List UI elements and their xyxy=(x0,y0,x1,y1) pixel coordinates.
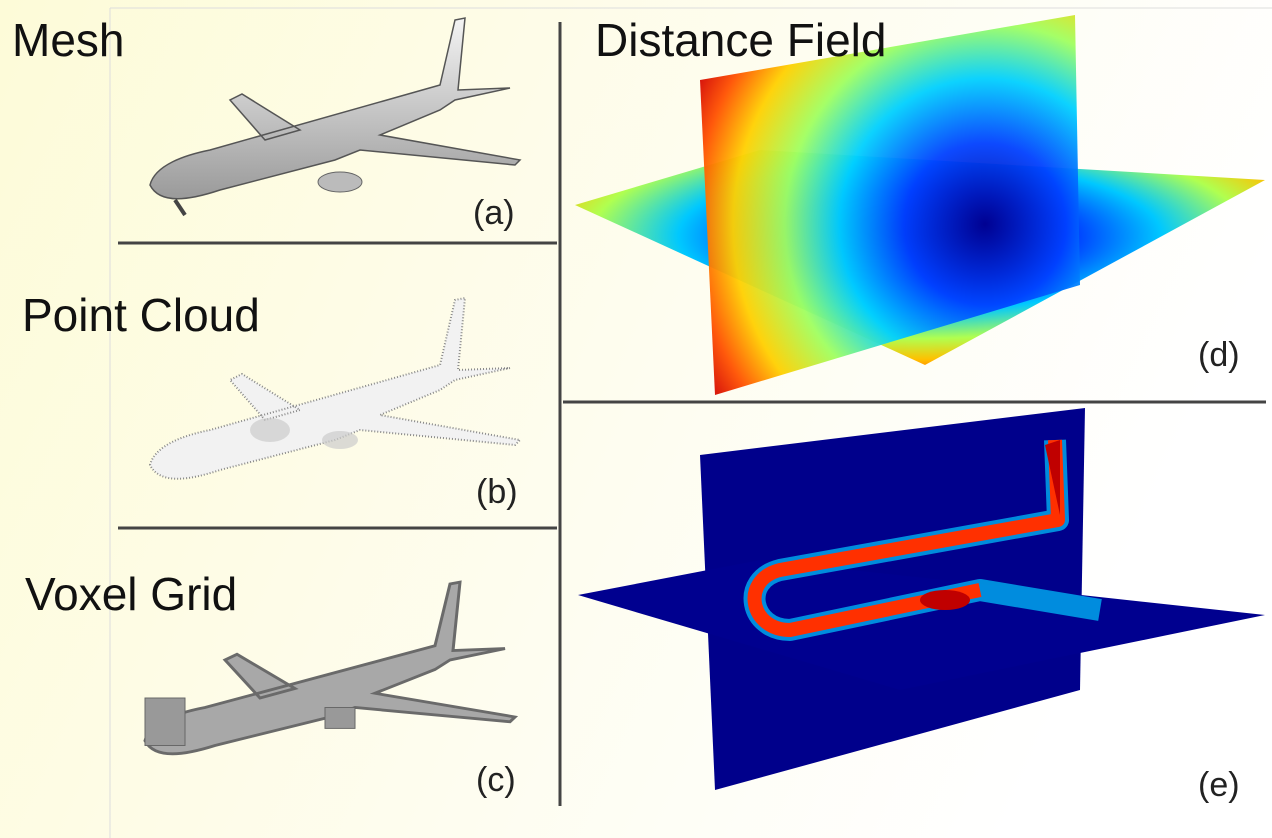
panel-title: Mesh xyxy=(12,14,124,66)
panel-tag: (b) xyxy=(476,473,518,511)
panel-title: Point Cloud xyxy=(22,289,260,341)
panel-tag: (c) xyxy=(476,761,516,799)
page: {"panels": [ {"title": "Mesh", "tag": "(… xyxy=(0,0,1272,838)
panel-tag: (d) xyxy=(1198,336,1240,374)
panel-title: Voxel Grid xyxy=(25,568,237,620)
panel-tag: (e) xyxy=(1198,766,1240,804)
panel-tag: (a) xyxy=(473,194,515,232)
panel-title: Distance Field xyxy=(595,14,886,66)
figure: Mesh Point Cloud Voxel Grid Distance Fie… xyxy=(0,0,1272,838)
